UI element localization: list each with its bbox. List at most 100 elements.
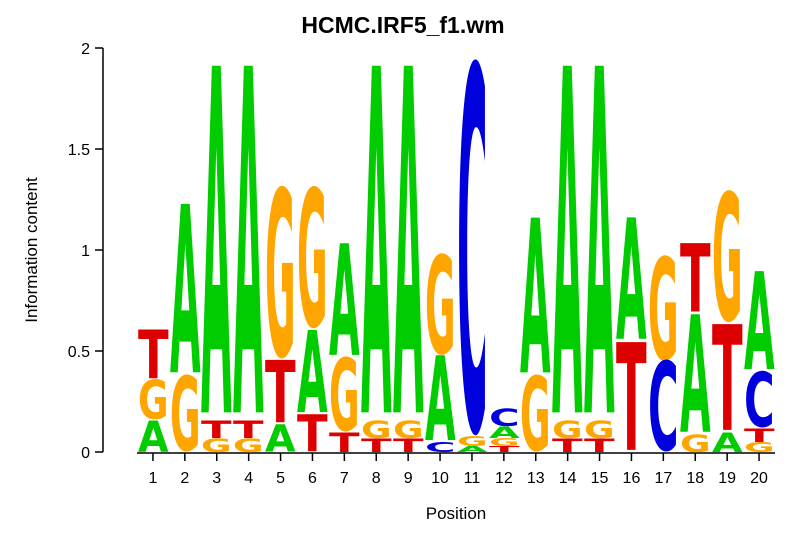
x-tick-label-17: 17 <box>654 470 672 487</box>
letter-glyph-G: G <box>457 434 488 450</box>
logo-letter-G: G <box>329 339 360 454</box>
x-tick-label-12: 12 <box>495 470 513 487</box>
logo-letter-A: A <box>329 214 360 392</box>
logo-letter-T: T <box>329 427 360 458</box>
y-tick-label-1: 1 <box>81 243 90 260</box>
logo-letter-G: G <box>138 370 169 432</box>
logo-letter-A: A <box>552 0 583 525</box>
letter-glyph-G: G <box>138 370 169 432</box>
letter-glyph-C: C <box>744 358 775 445</box>
letter-glyph-C: C <box>489 403 520 431</box>
logo-letter-T: T <box>744 425 775 446</box>
logo-letter-A: A <box>744 246 775 402</box>
logo-letter-G: G <box>361 415 392 443</box>
logo-letter-C: C <box>425 440 456 456</box>
logo-letter-A: A <box>138 411 169 461</box>
logo-letter-A: A <box>297 308 328 440</box>
x-tick-label-3: 3 <box>212 470 221 487</box>
logo-letter-A: A <box>457 444 488 453</box>
logo-letter-A: A <box>233 0 264 525</box>
letter-glyph-C: C <box>457 0 488 547</box>
x-tick-label-8: 8 <box>372 470 381 487</box>
letter-glyph-A: A <box>138 411 169 461</box>
logo-letter-A: A <box>170 159 201 428</box>
letter-glyph-G: G <box>201 435 232 456</box>
logo-letter-A: A <box>361 0 392 525</box>
letter-glyph-T: T <box>552 435 583 456</box>
letter-glyph-C: C <box>648 339 679 480</box>
logo-letter-T: T <box>201 415 232 443</box>
logo-letter-G: G <box>170 357 201 475</box>
letter-glyph-T: T <box>393 435 424 456</box>
x-tick-label-15: 15 <box>591 470 609 487</box>
x-tick-label-13: 13 <box>527 470 545 487</box>
x-tick-label-9: 9 <box>404 470 413 487</box>
chart-title: HCMC.IRF5_f1.wm <box>301 12 505 38</box>
x-tick-label-10: 10 <box>431 470 449 487</box>
letter-glyph-A: A <box>712 427 743 458</box>
logo-letter-G: G <box>457 434 488 450</box>
logo-letter-G: G <box>393 415 424 443</box>
letter-glyph-G: G <box>712 158 743 362</box>
letter-glyph-A: A <box>425 335 456 468</box>
letter-glyph-T: T <box>616 312 647 485</box>
letter-glyph-A: A <box>680 282 711 470</box>
logo-letter-T: T <box>297 404 328 464</box>
logo-letter-A: A <box>712 427 743 458</box>
logo-letter-T: T <box>393 435 424 456</box>
letter-glyph-G: G <box>393 415 424 443</box>
y-tick-label-2: 2 <box>81 41 90 58</box>
logo-letter-G: G <box>584 415 615 443</box>
letter-glyph-T: T <box>233 415 264 443</box>
logo-letter-A: A <box>425 335 456 468</box>
logo-letter-G: G <box>520 357 551 475</box>
x-tick-label-2: 2 <box>180 470 189 487</box>
letter-glyph-A: A <box>170 159 201 428</box>
logo-letter-G: G <box>233 435 264 456</box>
letter-glyph-G: G <box>361 415 392 443</box>
x-tick-label-14: 14 <box>559 470 577 487</box>
letter-glyph-A: A <box>457 444 488 453</box>
x-tick-label-20: 20 <box>750 470 768 487</box>
letter-glyph-A: A <box>329 214 360 392</box>
letter-glyph-T: T <box>744 425 775 446</box>
logo-letter-A: A <box>393 0 424 525</box>
logo-letter-G: G <box>648 231 679 393</box>
logo-letter-G: G <box>744 440 775 456</box>
x-tick-label-16: 16 <box>623 470 641 487</box>
y-tick-label-0: 0 <box>81 445 90 462</box>
letter-glyph-T: T <box>489 444 520 453</box>
logo-letter-G: G <box>297 153 328 371</box>
letter-glyph-G: G <box>170 357 201 475</box>
logo-letter-G: G <box>265 144 296 410</box>
logo-letter-G: G <box>425 230 456 386</box>
logo-letter-T: T <box>265 343 296 443</box>
letter-glyph-G: G <box>329 339 360 454</box>
letter-glyph-T: T <box>329 427 360 458</box>
letter-glyph-G: G <box>552 415 583 443</box>
logo-letter-A: A <box>584 0 615 525</box>
x-tick-label-7: 7 <box>340 470 349 487</box>
letter-glyph-A: A <box>233 0 264 525</box>
letter-glyph-T: T <box>584 435 615 456</box>
letter-glyph-A: A <box>297 308 328 440</box>
y-tick-label-1.5: 1.5 <box>68 142 90 159</box>
logo-letter-T: T <box>138 317 169 396</box>
logo-letter-A: A <box>265 418 296 461</box>
y-tick-label-0.5: 0.5 <box>68 344 90 361</box>
logo-letter-G: G <box>712 158 743 362</box>
letter-glyph-G: G <box>233 435 264 456</box>
letter-glyph-T: T <box>138 317 169 396</box>
logo-letter-G: G <box>680 429 711 457</box>
